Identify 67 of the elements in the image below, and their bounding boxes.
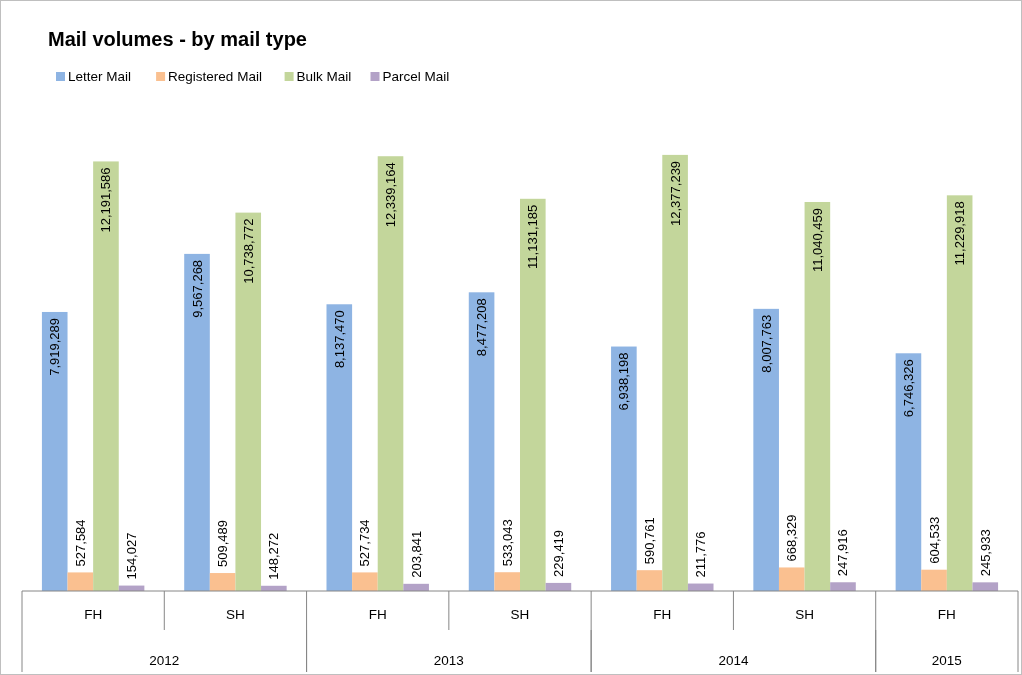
data-label: 245,933 — [977, 529, 993, 577]
bar — [972, 582, 999, 591]
x-tick-label: SH — [795, 607, 814, 622]
bar — [326, 304, 353, 591]
bar — [753, 308, 779, 591]
x-tick-label: FH — [937, 607, 956, 622]
data-label: 509,489 — [215, 520, 231, 568]
data-label: 211,776 — [693, 531, 709, 578]
data-label: 11,229,918 — [952, 201, 968, 266]
bar — [377, 156, 404, 591]
text: 2013 — [433, 653, 464, 668]
data-label: 6,746,326 — [900, 359, 916, 418]
text: 2012 — [149, 653, 180, 668]
bar — [184, 253, 210, 591]
data-label: 12,377,239 — [667, 160, 683, 226]
data-label: 604,533 — [926, 516, 942, 564]
x-tick-label: FH — [368, 607, 387, 622]
bar — [352, 572, 378, 591]
chart-title: Mail volumes - by mail type — [48, 28, 307, 50]
bar — [921, 569, 947, 591]
legend-label: Bulk Mail — [296, 69, 352, 84]
legend-label: Parcel Mail — [382, 69, 450, 84]
bar — [468, 292, 495, 591]
data-label: 12,191,586 — [98, 167, 114, 233]
data-label: 7,919,289 — [47, 317, 63, 376]
bar — [67, 572, 94, 591]
bar — [209, 573, 236, 591]
data-label: 8,007,763 — [758, 314, 774, 373]
data-label: 8,137,470 — [331, 310, 347, 369]
data-label: 590,761 — [641, 517, 657, 565]
x-tick-label: FH — [84, 607, 103, 622]
data-label: 527,734 — [357, 519, 373, 567]
data-label: 203,841 — [408, 530, 424, 578]
data-label: 8,477,208 — [474, 298, 490, 357]
bar — [494, 572, 520, 591]
data-label: 527,584 — [72, 519, 88, 567]
bar — [93, 161, 119, 591]
text: 2015 — [931, 653, 962, 668]
data-label: 10,738,772 — [240, 218, 256, 284]
text: 2014 — [718, 653, 749, 668]
data-label: 12,339,164 — [383, 162, 399, 228]
bar — [636, 570, 663, 591]
data-label: 154,027 — [124, 532, 140, 580]
bar — [41, 311, 68, 591]
bar — [830, 582, 856, 591]
data-label: 9,567,268 — [189, 259, 205, 318]
data-label: 11,131,185 — [525, 204, 541, 269]
bar — [946, 195, 973, 591]
data-label: 668,329 — [784, 514, 800, 562]
x-tick-label: SH — [510, 607, 530, 622]
x-tick-label: SH — [226, 607, 245, 622]
bar — [662, 154, 688, 591]
data-label: 11,040,459 — [809, 207, 825, 273]
data-label: 247,916 — [835, 529, 851, 577]
data-label: 148,272 — [266, 532, 282, 580]
bar — [804, 201, 831, 591]
bar — [895, 353, 922, 591]
bar — [235, 212, 262, 591]
bar — [611, 346, 637, 591]
bar — [520, 198, 546, 591]
data-label: 6,938,198 — [616, 352, 632, 411]
x-tick-label: FH — [653, 607, 672, 622]
bar — [778, 567, 805, 591]
legend-label: Registered Mail — [168, 69, 262, 84]
data-label: 533,043 — [499, 519, 515, 567]
legend-label: Letter Mail — [68, 69, 132, 84]
data-label: 229,419 — [550, 529, 566, 577]
